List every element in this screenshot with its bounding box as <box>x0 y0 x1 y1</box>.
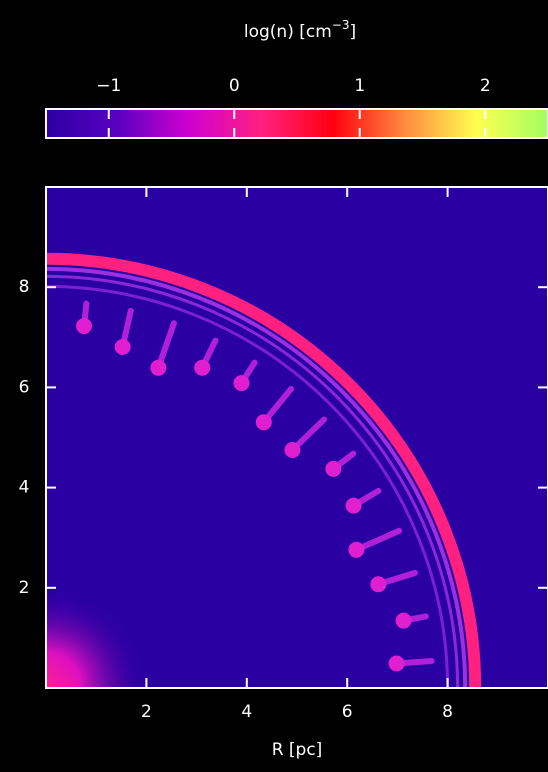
colorbar-label-end: ] <box>349 22 356 42</box>
y-tick-label: 6 <box>19 377 30 397</box>
outer-shell <box>46 252 482 688</box>
finger-head <box>150 359 167 376</box>
colorbar-label: log(n) [cm−3] <box>244 18 356 43</box>
colorbar-tick-label: 1 <box>354 76 365 96</box>
x-axis-label: R [pc] <box>272 740 323 760</box>
finger-head <box>284 441 301 458</box>
x-tick-label: 6 <box>342 702 353 722</box>
x-tick-label: 4 <box>241 702 252 722</box>
finger-head <box>395 612 412 629</box>
colorbar-tick-label: 2 <box>480 76 491 96</box>
y-tick-label: 4 <box>19 478 30 498</box>
finger-head <box>388 655 405 672</box>
colorbar-tick-label: 0 <box>229 76 240 96</box>
finger-head <box>345 497 362 514</box>
finger-head <box>114 338 131 355</box>
y-tick-label: 2 <box>19 578 30 598</box>
finger-head <box>76 318 93 335</box>
y-tick-label: 8 <box>19 277 30 297</box>
finger-head <box>233 375 250 392</box>
finger-head <box>325 460 342 477</box>
colorbar-label-exponent: −3 <box>332 18 350 32</box>
core-glow <box>46 588 146 688</box>
plot-frame <box>45 186 548 689</box>
finger-head <box>194 359 211 376</box>
finger-head <box>255 414 272 431</box>
inner-shell <box>46 266 468 688</box>
density-image <box>46 252 482 688</box>
x-tick-label: 2 <box>141 702 152 722</box>
finger-head <box>348 541 365 558</box>
x-tick-label: 8 <box>442 702 453 722</box>
colorbar <box>45 108 548 139</box>
inner-shell <box>46 284 450 688</box>
inner-shell <box>46 274 460 688</box>
finger-head <box>370 576 387 593</box>
colorbar-tick-label: −1 <box>96 76 121 96</box>
colorbar-label-text: log(n) [cm <box>244 22 332 42</box>
